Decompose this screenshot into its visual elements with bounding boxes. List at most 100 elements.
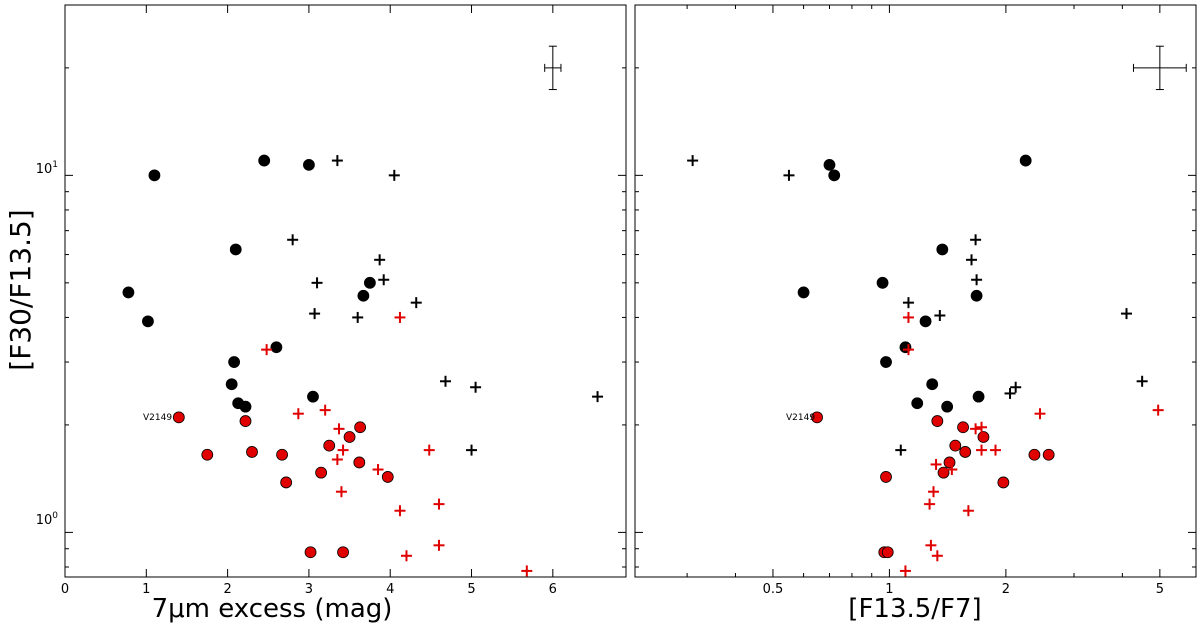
right-circle-point [1028, 448, 1041, 461]
right-circle-point [919, 315, 932, 328]
left-plus-point [466, 444, 478, 456]
right-plus-point [966, 254, 978, 266]
left-plus-point [261, 344, 273, 356]
y-tick-exp-1: 1 [52, 160, 58, 170]
left-circle-point [276, 448, 288, 461]
right-plus-point [925, 539, 937, 551]
right-circle-point [811, 411, 823, 424]
right-plus-point [924, 498, 936, 510]
left-plus-point [352, 311, 364, 323]
left-circle-point [142, 315, 154, 328]
right-plus-point [899, 565, 911, 577]
right-circle-point [972, 390, 985, 403]
right-panel: 0.5 1 2 5 [634, 4, 1197, 597]
left-plus-point [292, 408, 304, 420]
left-plus-point [433, 498, 445, 510]
right-circle-point [1019, 154, 1032, 167]
left-x-tick-label: 6 [549, 582, 557, 597]
left-plus-point [374, 254, 386, 266]
left-plus-point [337, 444, 349, 456]
left-plus-point [433, 539, 445, 551]
right-plus-point [687, 155, 699, 167]
right-plus-point [1121, 308, 1133, 320]
right-circle-point [881, 546, 894, 559]
left-panel: 0 1 2 3 4 5 6 [61, 4, 627, 597]
left-circle-point [304, 546, 317, 559]
right-plus-point [934, 310, 946, 322]
right-circle-point [880, 471, 892, 483]
right-x-tick-label: 1 [885, 582, 893, 597]
right-plot-frame [634, 4, 1197, 578]
left-plus-point [319, 404, 331, 416]
left-circle-point [122, 286, 135, 299]
left-x-tick-label: 0 [61, 582, 69, 597]
left-plus-point [394, 311, 406, 323]
right-circle-point [911, 397, 924, 410]
left-plus-point [410, 297, 422, 309]
right-x-axis-label: [F13.5/F7] [848, 594, 981, 624]
right-circle-point [949, 439, 962, 452]
left-circle-point [337, 546, 349, 559]
left-x-axis-label: 7μm excess (mag) [152, 594, 393, 624]
left-plus-point [333, 423, 345, 435]
right-circle-point [959, 446, 972, 458]
y-axis-label: [F30/F13.5] [4, 209, 37, 370]
right-plus-point [902, 344, 914, 356]
left-x-tick-label: 4 [386, 582, 394, 597]
right-plus-point [946, 464, 958, 476]
right-plus-point [1136, 375, 1148, 387]
right-circle-point [880, 356, 892, 368]
left-plus-point [331, 454, 343, 466]
left-plus-point [470, 381, 482, 393]
right-plus-point [783, 169, 795, 181]
right-plus-point [1034, 408, 1046, 420]
left-circle-point [303, 158, 315, 171]
right-plus-point [895, 444, 907, 456]
left-circle-point [246, 446, 258, 458]
right-plus-point [1004, 387, 1016, 399]
left-plus-point [521, 565, 533, 577]
left-x-tick-label: 3 [305, 582, 313, 597]
left-plus-point [388, 169, 400, 181]
left-circle-point [172, 411, 185, 424]
right-plus-point [1152, 404, 1164, 416]
right-circle-point [943, 456, 956, 469]
left-plus-point [592, 391, 604, 403]
left-circle-point [225, 378, 238, 391]
left-plus-point [423, 444, 435, 456]
right-plus-point [928, 486, 940, 498]
left-circle-point [270, 341, 283, 354]
right-plus-point [976, 421, 988, 433]
right-circle-point [937, 466, 950, 479]
right-plus-point [971, 274, 983, 286]
right-circle-point [977, 431, 990, 443]
left-circle-point [363, 276, 376, 289]
right-plus-point [989, 444, 1001, 456]
left-plus-point [372, 464, 384, 476]
right-circle-point [828, 169, 841, 182]
left-plus-point [331, 155, 343, 167]
left-plus-point [440, 375, 452, 387]
right-x-tick-label: 5 [1156, 582, 1164, 597]
left-circle-point [239, 400, 252, 413]
left-plot-frame [64, 4, 627, 578]
left-circle-point [228, 356, 241, 368]
right-plus-point [902, 311, 914, 323]
right-circle-point [970, 289, 983, 302]
left-plus-point [378, 274, 390, 286]
y-tick-label-10-0: 100 [36, 511, 59, 528]
right-circle-point [931, 415, 944, 427]
left-plus-point [400, 550, 412, 562]
right-circle-point [997, 476, 1010, 489]
right-annotation-v2149: V2149 [786, 413, 815, 423]
left-circle-point [381, 471, 394, 483]
right-plus-point [902, 297, 914, 309]
left-annotation-v2149: V2149 [143, 413, 172, 423]
left-circle-point [343, 431, 356, 443]
right-circle-point [797, 286, 810, 299]
left-x-tick-label: 5 [467, 582, 475, 597]
left-circle-point [280, 476, 293, 489]
left-circle-point [201, 448, 214, 461]
right-plus-point [976, 444, 988, 456]
left-circle-point [323, 439, 336, 452]
